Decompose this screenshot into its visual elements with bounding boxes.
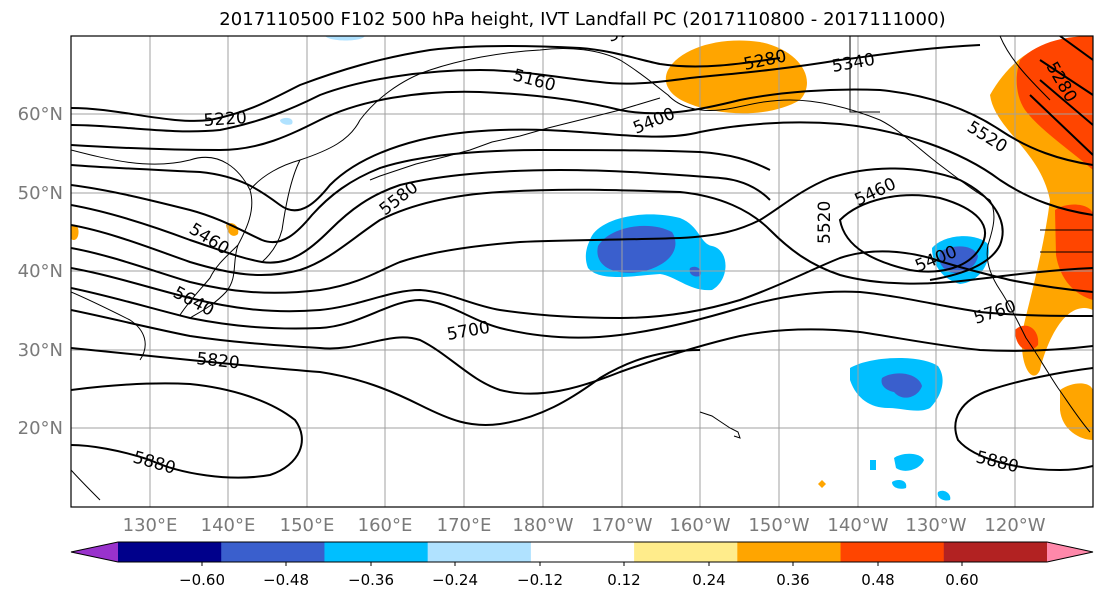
contour-label: 5220 xyxy=(203,108,248,131)
colorbar-extend-high xyxy=(1047,542,1093,562)
coastlines xyxy=(71,36,1093,501)
colorbar-tick-label: −0.48 xyxy=(263,571,309,589)
lat-label: 20°N xyxy=(18,418,63,439)
colorbar-segment xyxy=(737,542,842,562)
lat-label: 60°N xyxy=(18,104,63,125)
lon-label: 160°E xyxy=(358,515,413,536)
lat-label: 30°N xyxy=(18,340,63,361)
lon-label: 170°W xyxy=(591,515,652,536)
longitude-labels: 130°E 140°E 150°E 160°E 170°E 180°W 170°… xyxy=(123,515,1046,536)
lon-label: 120°W xyxy=(984,515,1045,536)
colorbar-tick-label: 0.12 xyxy=(607,571,640,589)
graticule xyxy=(71,36,1093,507)
lon-label: 140°E xyxy=(201,515,256,536)
map-title: 2017110500 F102 500 hPa height, IVT Land… xyxy=(219,9,946,30)
lon-label: 130°E xyxy=(123,515,178,536)
colorbar-tick-label: 0.48 xyxy=(861,571,894,589)
colorbar-outline xyxy=(70,541,1094,563)
colorbar-segment xyxy=(324,542,429,562)
lon-label: 150°W xyxy=(748,515,809,536)
lon-label: 130°W xyxy=(905,515,966,536)
colorbar-segment xyxy=(118,542,222,562)
colorbar-tick-label: −0.60 xyxy=(179,571,225,589)
lon-label: 170°E xyxy=(437,515,492,536)
colorbar-segment xyxy=(221,542,325,562)
lon-label: 150°E xyxy=(280,515,335,536)
height-contours xyxy=(71,36,1093,479)
colorbar-segment xyxy=(427,542,532,562)
latitude-labels: 20°N 30°N 40°N 50°N 60°N xyxy=(18,104,63,439)
contour-label: 5520 xyxy=(815,201,835,244)
colorbar-segment xyxy=(943,542,1048,562)
colorbar-tick-label: 0.36 xyxy=(776,571,809,589)
lon-label: 180°W xyxy=(512,515,573,536)
colorbar-segment xyxy=(840,542,945,562)
lon-label: 160°W xyxy=(669,515,730,536)
colorbar-tick-labels: −0.60 −0.48 −0.36 −0.24 −0.12 0.12 0.24 … xyxy=(179,571,979,589)
colorbar-tick-label: −0.24 xyxy=(432,571,478,589)
contour-label: 5820 xyxy=(195,349,240,373)
colorbar-tick-label: −0.36 xyxy=(348,571,394,589)
colorbar-tick-label: 0.24 xyxy=(692,571,725,589)
map-frame xyxy=(70,35,1094,508)
colorbar-segment xyxy=(530,542,635,562)
colorbar xyxy=(70,541,1094,566)
lat-label: 40°N xyxy=(18,261,63,282)
lon-label: 140°W xyxy=(827,515,888,536)
colorbar-tick-label: −0.12 xyxy=(517,571,563,589)
colorbar-extend-low xyxy=(71,542,118,562)
colorbar-tick-label: 0.60 xyxy=(945,571,978,589)
lat-label: 50°N xyxy=(18,183,63,204)
colorbar-segment xyxy=(634,542,738,562)
